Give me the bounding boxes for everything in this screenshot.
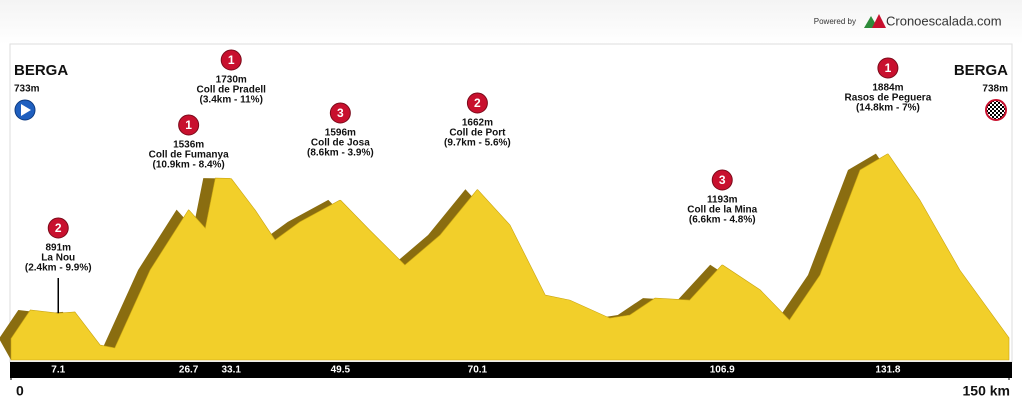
category-label: 2 [55, 221, 62, 235]
finish-elevation: 738m [982, 84, 1008, 95]
category-badge [329, 102, 351, 124]
category-label: 1 [228, 53, 235, 67]
category-badge [220, 49, 242, 71]
climb-km: 49.5 [331, 365, 351, 376]
climb-elevation: 1536m [173, 140, 204, 151]
profile-area [10, 153, 1010, 361]
category-label: 1 [185, 118, 192, 132]
finish-name: BERGA [954, 62, 1008, 79]
category-badge [178, 114, 200, 136]
category-label: 3 [719, 173, 726, 187]
x-tick-label: 150 km [963, 383, 1010, 399]
climb-elevation: 1884m [872, 83, 903, 94]
climb-elevation: 891m [45, 243, 71, 254]
km-bar [10, 362, 1012, 378]
climb-elevation: 1730m [216, 75, 247, 86]
climb-name: La Nou [41, 253, 75, 264]
climb-name: Coll de la Mina [687, 205, 757, 216]
climb-elevation: 1662m [462, 118, 493, 129]
climb-km: 70.1 [468, 365, 488, 376]
climb-name: Coll de Port [449, 128, 506, 139]
powered-by: Powered by [814, 17, 856, 26]
climb-detail: (2.4km - 9.9%) [25, 263, 92, 274]
climb-detail: (14.8km - 7%) [856, 103, 920, 114]
climb-name: Coll de Josa [311, 138, 370, 149]
category-badge [47, 217, 69, 239]
top-band [0, 0, 1022, 44]
climb-km: 26.7 [179, 365, 199, 376]
climb-name: Coll de Pradell [196, 85, 266, 96]
category-badge [711, 169, 733, 191]
brand: Cronoescalada.com [886, 13, 1002, 28]
climb-km: 106.9 [710, 365, 735, 376]
climb-detail: (6.6km - 4.8%) [689, 215, 756, 226]
brand-logo [864, 14, 886, 28]
category-label: 3 [337, 106, 344, 120]
category-label: 1 [885, 61, 892, 75]
climb-detail: (3.4km - 11%) [200, 95, 263, 106]
category-label: 2 [474, 96, 481, 110]
start-arrow [21, 104, 31, 116]
climb-elevation: 1193m [707, 195, 738, 206]
start-name: BERGA [14, 62, 68, 79]
climb-name: Rasos de Peguera [845, 93, 932, 104]
climb-detail: (8.6km - 3.9%) [307, 148, 374, 159]
climb-elevation: 1596m [325, 128, 356, 139]
climb-detail: (10.9km - 8.4%) [153, 160, 225, 171]
x-tick-label: 0 [16, 383, 24, 399]
climb-detail: (9.7km - 5.6%) [444, 138, 511, 149]
climb-km: 33.1 [221, 365, 241, 376]
finish-icon [985, 99, 1007, 121]
climb-name: Coll de Fumanya [149, 150, 229, 161]
climb-km: 7.1 [51, 365, 65, 376]
climb-km: 131.8 [875, 365, 900, 376]
category-badge [877, 57, 899, 79]
category-badge [466, 92, 488, 114]
start-elevation: 733m [14, 84, 40, 95]
